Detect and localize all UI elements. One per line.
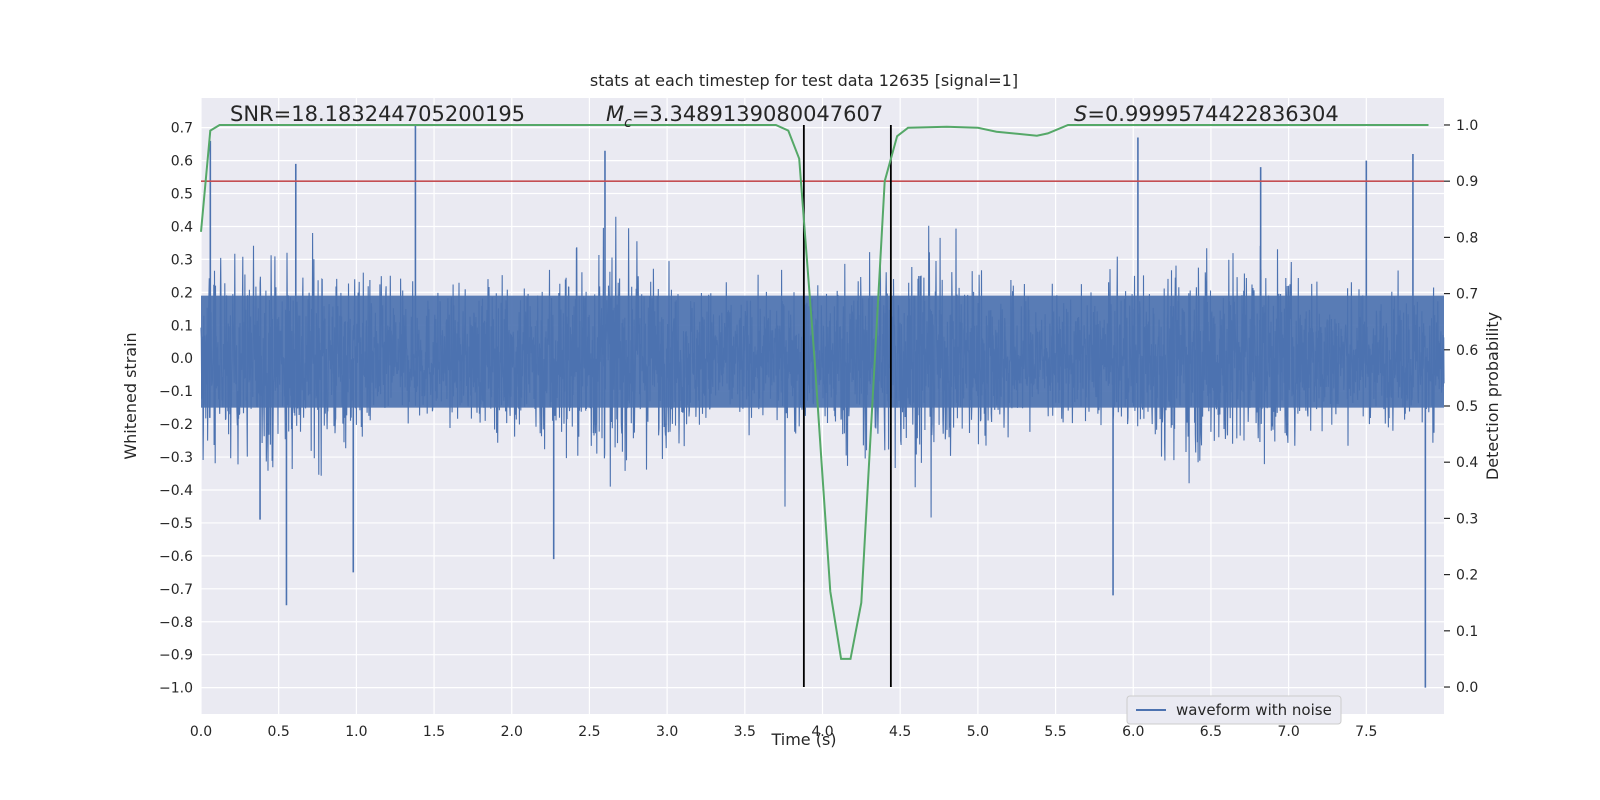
y2-tick-label: 0.5 — [1456, 399, 1478, 415]
y2-axis-ticks: 1.0 0.9 0.8 0.7 0.6 0.5 0.4 0.3 0.2 0.1 0.0 — [1444, 118, 1478, 696]
y-tick-label: 0.2 — [171, 285, 193, 301]
waveform-series — [200, 124, 1445, 688]
x-tick-label: 5.0 — [967, 724, 989, 740]
y2-tick-label: 0.9 — [1456, 174, 1478, 190]
score-symbol: S — [1074, 102, 1087, 126]
chirp-mass-value: =3.3489139080047607 — [632, 102, 883, 126]
y-axis-ticks: 0.7 0.6 0.5 0.4 0.3 0.2 0.1 0.0 −0.1 −0.2 −0.3 −0.4… — [159, 121, 193, 697]
snr-annotation: SNR=18.183244705200195 — [230, 102, 525, 126]
x-tick-label: 0.0 — [190, 724, 212, 740]
y-tick-label: −0.8 — [159, 615, 193, 631]
score-value: =0.9999574422836304 — [1087, 102, 1338, 126]
y2-tick-label: 0.1 — [1456, 624, 1478, 640]
x-tick-label: 4.5 — [889, 724, 911, 740]
y-tick-label: 0.5 — [171, 187, 193, 203]
y2-tick-label: 1.0 — [1456, 118, 1478, 134]
y-axis-label: Whitened strain — [121, 332, 140, 459]
legend: waveform with noise — [1126, 695, 1342, 725]
chirp-mass-symbol: M — [606, 102, 624, 126]
y-tick-label: 0.6 — [171, 154, 193, 170]
y-tick-label: 0.7 — [171, 121, 193, 137]
y-tick-label: −0.7 — [159, 582, 193, 598]
x-tick-label: 5.5 — [1044, 724, 1066, 740]
chirp-mass-subscript: c — [624, 115, 632, 131]
y2-tick-label: 0.7 — [1456, 287, 1478, 303]
y-tick-label: −0.1 — [159, 384, 193, 400]
y2-tick-label: 0.8 — [1456, 230, 1478, 246]
chart-title: stats at each timestep for test data 126… — [590, 71, 1018, 90]
x-tick-label: 7.0 — [1277, 724, 1299, 740]
chirp-mass-annotation: Mc=3.3489139080047607 — [606, 102, 883, 131]
y-tick-label: 0.4 — [171, 219, 193, 235]
y-tick-label: 0.1 — [171, 318, 193, 334]
y-tick-label: −0.6 — [159, 549, 193, 565]
y-tick-label: −1.0 — [159, 681, 193, 697]
legend-box — [1126, 695, 1342, 725]
x-tick-label: 4.0 — [811, 724, 833, 740]
y-tick-label: −0.5 — [159, 516, 193, 532]
x-axis-ticks: 0.0 0.5 1.0 1.5 2.0 2.5 3.0 3.5 4.0 4.5 5.0 5.5 6.0 6… — [190, 724, 1378, 740]
y2-tick-label: 0.3 — [1456, 511, 1478, 527]
legend-label: waveform with noise — [1176, 701, 1332, 719]
y-tick-label: 0.0 — [171, 351, 193, 367]
x-tick-label: 1.0 — [345, 724, 367, 740]
probability-line — [200, 124, 1429, 660]
y2-tick-label: 0.2 — [1456, 568, 1478, 584]
x-tick-label: 3.5 — [734, 724, 756, 740]
waveform-dense-band — [201, 295, 1444, 408]
y2-tick-label: 0.0 — [1456, 680, 1478, 696]
x-axis-label: Time (s) — [770, 730, 836, 749]
x-tick-label: 0.5 — [268, 724, 290, 740]
y-tick-label: −0.4 — [159, 483, 193, 499]
x-tick-label: 3.0 — [656, 724, 678, 740]
y-tick-label: 0.3 — [171, 252, 193, 268]
y2-tick-label: 0.6 — [1456, 343, 1478, 359]
y-tick-label: −0.2 — [159, 417, 193, 433]
y-tick-label: −0.9 — [159, 648, 193, 664]
x-tick-label: 2.0 — [501, 724, 523, 740]
y2-axis-label: Detection probability — [1483, 312, 1502, 480]
y-tick-label: −0.3 — [159, 450, 193, 466]
y2-tick-label: 0.4 — [1456, 455, 1478, 471]
x-tick-label: 6.0 — [1122, 724, 1144, 740]
x-tick-label: 7.5 — [1355, 724, 1377, 740]
probability-series — [200, 124, 1429, 660]
x-tick-label: 6.5 — [1200, 724, 1222, 740]
x-tick-label: 1.5 — [423, 724, 445, 740]
x-tick-label: 2.5 — [578, 724, 600, 740]
score-annotation: S=0.9999574422836304 — [1074, 102, 1339, 126]
